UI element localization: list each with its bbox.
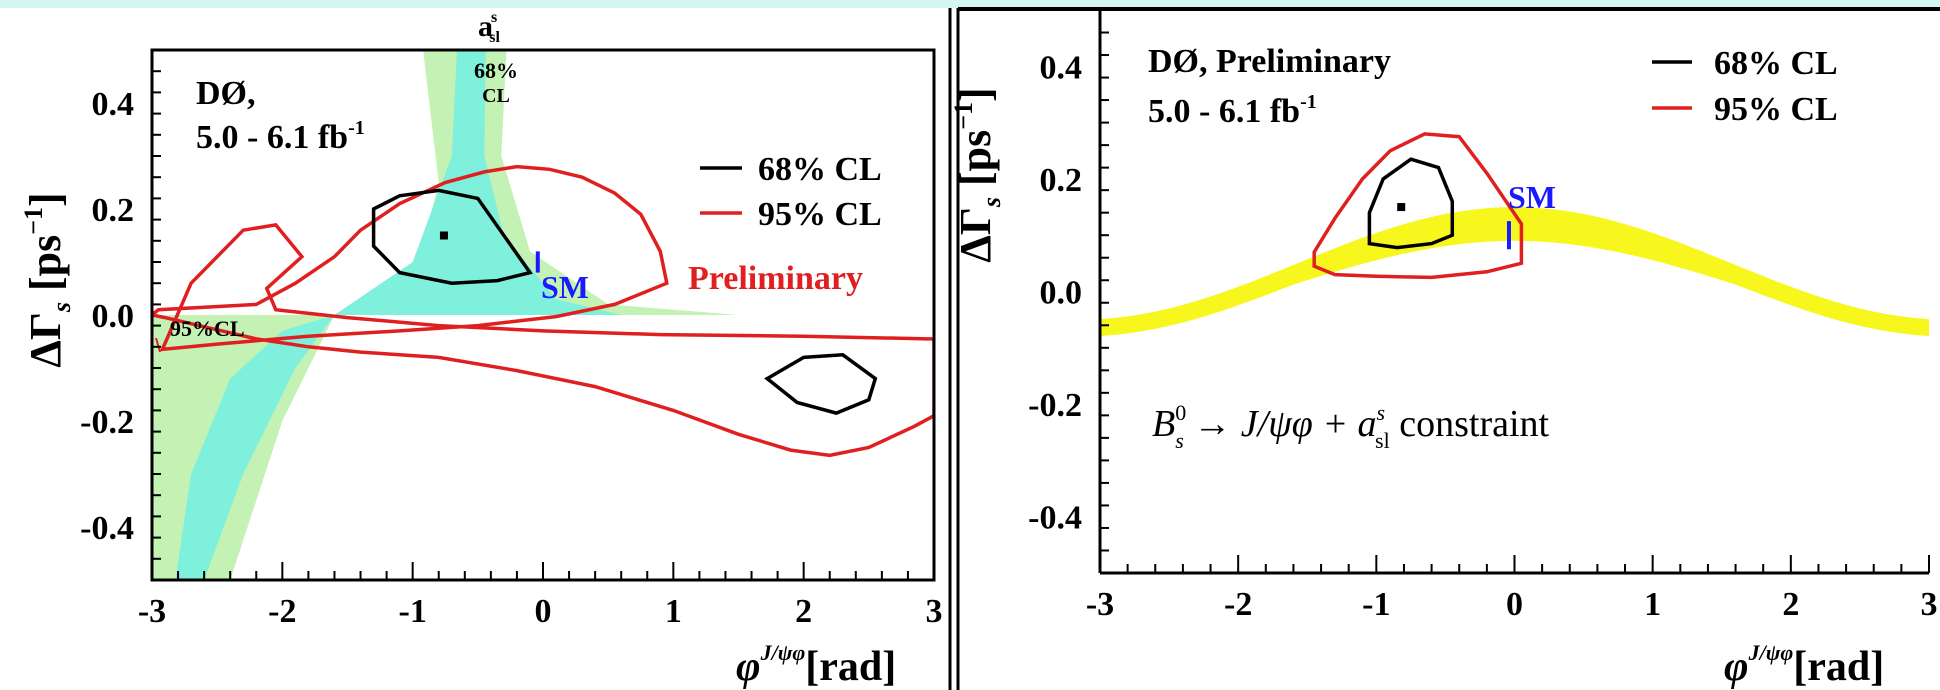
x-tick-label: 0	[1506, 586, 1523, 623]
top-border-strip	[0, 0, 1940, 8]
contour-68-left-main	[371, 188, 533, 285]
legend-label-68: 68% CL	[758, 151, 882, 188]
x-tick-label: 1	[1644, 586, 1661, 623]
legend-label-95-right: 95% CL	[1714, 91, 1838, 128]
left-y-axis-title: ΔΓs [ps−1]	[19, 192, 76, 367]
right-plot-area	[1100, 132, 1929, 336]
right-experiment-label: DØ, Preliminary	[1148, 43, 1391, 80]
y-tick-label: -0.2	[80, 404, 134, 441]
x-tick-label: -3	[1086, 586, 1114, 623]
left-panel: -3 -2 -1 0 1 2 3 -0.4-0.20.00.20.4 φJ/ψφ[rad] …	[19, 9, 943, 690]
y-tick-label: 0.2	[92, 192, 135, 229]
legend-label-68-right: 68% CL	[1714, 45, 1838, 82]
contour-95-right	[1312, 132, 1524, 280]
right-y-tick-labels: -0.4 -0.2 0.0 0.2 0.4	[1028, 49, 1082, 536]
contour-95-left	[152, 164, 934, 458]
left-y-tick-labels: -0.4 -0.2 0.0 0.2 0.4	[80, 86, 134, 547]
band-edge-marker	[155, 337, 161, 353]
y-tick-label: -0.4	[80, 510, 134, 547]
band-95-label: 95%CL	[170, 316, 245, 341]
y-tick-label: -0.2	[1028, 387, 1082, 424]
preliminary-label: Preliminary	[688, 260, 863, 297]
y-tick-label: 0.0	[1040, 275, 1083, 312]
right-y-axis-title: ΔΓs [ps−1]	[949, 87, 1006, 262]
y-tick-label: 0.2	[1040, 162, 1083, 199]
sm-label: SM	[541, 269, 589, 305]
contour-68-right	[1367, 157, 1455, 250]
x-tick-label: 3	[926, 593, 943, 630]
constraint-label: B0 s → J/ψφ + as sl constraint	[1152, 400, 1550, 453]
x-tick-label: 2	[795, 593, 812, 630]
asl-band-label: as sl	[478, 9, 500, 46]
x-tick-label: -2	[268, 593, 296, 630]
legend-label-95: 95% CL	[758, 196, 882, 233]
left-plot-area	[152, 50, 934, 580]
x-tick-label: -1	[1362, 586, 1390, 623]
right-legend: 68% CL 95% CL	[1652, 45, 1838, 128]
sm-label-right: SM	[1508, 179, 1556, 215]
band-68-label-line1: 68%	[474, 58, 518, 83]
x-tick-label: -3	[138, 593, 166, 630]
x-tick-label: 2	[1782, 586, 1799, 623]
y-tick-label: 0.0	[92, 298, 135, 335]
left-legend: 68% CL 95% CL	[700, 151, 882, 233]
x-tick-label: 0	[535, 593, 552, 630]
asl-constraint-band	[1100, 207, 1929, 336]
left-x-tick-labels: -3 -2 -1 0 1 2 3	[138, 593, 943, 630]
left-experiment-label: DØ,	[196, 75, 256, 112]
right-panel: -3 -2 -1 0 1 2 3 -0.4-0.20.00.20.4 φJ/ψφ[rad] …	[949, 9, 1938, 690]
y-tick-label: 0.4	[1040, 49, 1083, 86]
x-tick-label: -1	[399, 593, 427, 630]
right-x-tick-labels: -3 -2 -1 0 1 2 3	[1086, 586, 1938, 623]
best-fit-point-right	[1397, 203, 1406, 212]
left-lumi-label: 5.0 - 6.1 fb-1	[196, 117, 365, 156]
x-tick-label: 3	[1921, 586, 1938, 623]
y-tick-label: 0.4	[92, 86, 135, 123]
asl-band-68	[175, 50, 622, 580]
left-x-axis-title: φJ/ψφ[rad]	[736, 640, 896, 690]
left-plot-frame	[150, 48, 936, 582]
x-tick-label: -2	[1224, 586, 1252, 623]
right-x-axis-title: φJ/ψφ[rad]	[1724, 640, 1884, 690]
contour-68-left-secondary	[764, 353, 878, 415]
best-fit-point	[439, 231, 448, 240]
right-lumi-label: 5.0 - 6.1 fb-1	[1148, 91, 1317, 130]
x-tick-label: 1	[665, 593, 682, 630]
y-tick-label: -0.4	[1028, 500, 1082, 537]
band-68-label-line2: CL	[482, 85, 510, 107]
